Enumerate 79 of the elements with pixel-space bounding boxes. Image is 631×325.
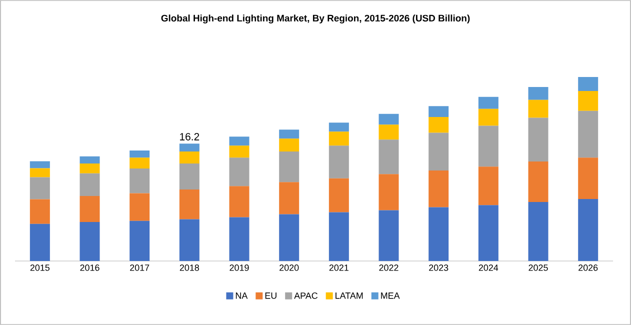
x-tick-label: 2015 [30,264,50,271]
bar [229,146,250,158]
bar [130,193,150,221]
legend-label: APAC [294,292,318,299]
bar [229,186,250,218]
bar [30,161,50,168]
bar [279,214,300,261]
x-tick-label: 2025 [528,264,548,271]
x-tick-label: 2020 [280,264,299,271]
bar [428,170,449,208]
annotation: 16.2 [180,133,200,140]
bar [478,108,498,126]
bar [328,146,349,178]
bar [528,86,548,100]
bar [428,207,449,261]
bar [179,164,200,190]
x-tick-label: 2019 [230,264,249,271]
bar [30,199,50,224]
bar [578,77,598,92]
bar [179,189,200,220]
bar [378,174,399,210]
bar [30,177,50,200]
bar [130,150,150,158]
bar [328,132,349,146]
bar [528,202,548,261]
bar [328,178,349,212]
bar [80,164,100,174]
bar [528,100,548,118]
bar [229,217,250,261]
bar [130,220,150,261]
legend-label: MEA [381,292,400,299]
legend-label: LATAM [336,292,363,299]
bar [130,158,150,168]
bar [328,212,349,261]
bar [279,152,300,182]
bar [179,144,200,152]
bar [30,224,50,261]
bar [279,130,300,139]
x-tick-label: 2017 [130,264,150,271]
bar [478,205,498,261]
bar [229,158,250,186]
bar [578,158,598,200]
bar [428,116,449,133]
bar [328,122,349,132]
x-tick-label: 2016 [80,264,100,271]
bar [80,222,100,261]
x-tick-label: 2021 [329,264,348,271]
bar [80,173,100,196]
bar [279,138,300,152]
bar [428,106,449,117]
bar [378,140,399,174]
bar [378,210,399,261]
bar [130,168,150,194]
bar [378,124,399,140]
bar [80,156,100,164]
legend-label: NA [236,292,248,299]
x-tick-label: 2018 [180,264,199,271]
bar [478,166,498,206]
bar [578,199,598,261]
bar [528,118,548,162]
x-tick-label: 2024 [478,264,498,271]
bar [179,219,200,261]
bar [30,168,50,178]
chart-title: Global High-end Lighting Market, By Region, 2015-2026 (USD Billion) [161,14,470,24]
bar [478,126,498,167]
bar [80,196,100,222]
bar [179,152,200,164]
x-tick-label: 2023 [429,264,448,271]
bar [578,91,598,111]
bar [428,132,449,170]
bar [229,136,250,146]
bar [578,110,598,158]
bar [378,114,399,125]
x-tick-label: 2022 [379,264,398,271]
legend-label: EU [265,292,276,299]
bar [528,161,548,202]
bar [478,96,498,109]
x-tick-label: 2026 [578,264,598,271]
bar [279,182,300,214]
